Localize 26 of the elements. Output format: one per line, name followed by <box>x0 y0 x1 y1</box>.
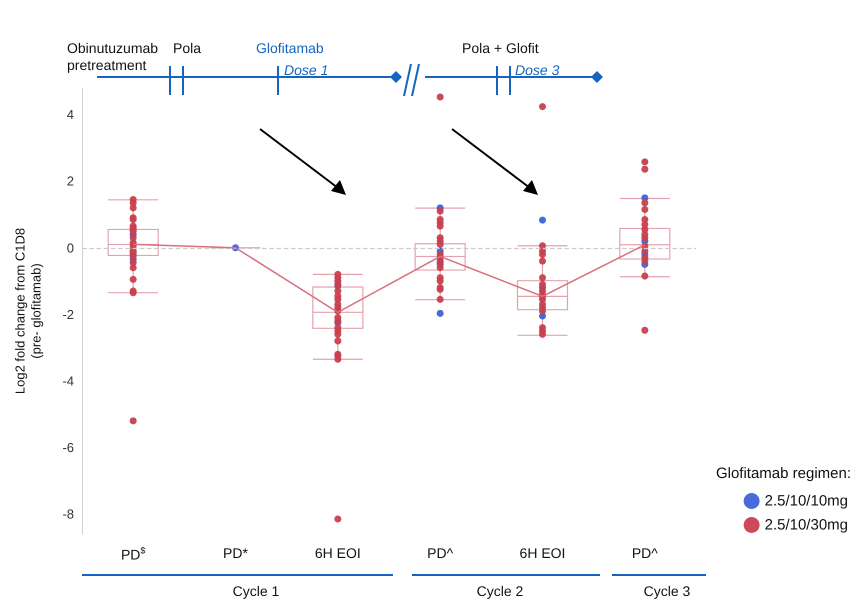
text: Cycle 3 <box>644 583 690 600</box>
y-axis-title: Log2 fold change from C1D8 (pre- glofitamab) <box>12 228 44 394</box>
y-tick-label: -6 <box>62 440 74 455</box>
text: Dose 1 <box>284 62 328 79</box>
text: Pola <box>173 40 202 57</box>
text: Dose 3 <box>515 62 560 79</box>
text: Cycle 2 <box>476 583 524 600</box>
y-tick-label: 0 <box>66 240 74 256</box>
y-tick-label: 4 <box>66 107 74 122</box>
legend-title: Glofitamab regimen: <box>716 465 852 482</box>
x-tick-label: PD$ <box>120 546 146 562</box>
x-tick-label: PD^ <box>427 545 454 561</box>
legend-label: 2.5/10/30mg <box>764 516 848 534</box>
text: Obinutuzumab pretreatment <box>67 40 158 74</box>
text: Cycle 1 <box>232 583 280 600</box>
text: Glofitamab <box>256 40 324 57</box>
legend-label: 2.5/10/10mg <box>764 492 848 510</box>
y-tick-label: -4 <box>62 373 74 388</box>
text: Pola + Glofit <box>462 40 539 57</box>
y-tick-label: -2 <box>62 306 74 322</box>
y-tick-label: 2 <box>66 174 74 189</box>
x-tick-label: PD* <box>223 545 248 561</box>
x-tick-label: PD^ <box>632 545 658 561</box>
x-tick-label: 6H EOI <box>314 545 361 561</box>
y-tick-label: -8 <box>62 506 74 522</box>
x-tick-label: 6H EOI <box>520 545 566 561</box>
